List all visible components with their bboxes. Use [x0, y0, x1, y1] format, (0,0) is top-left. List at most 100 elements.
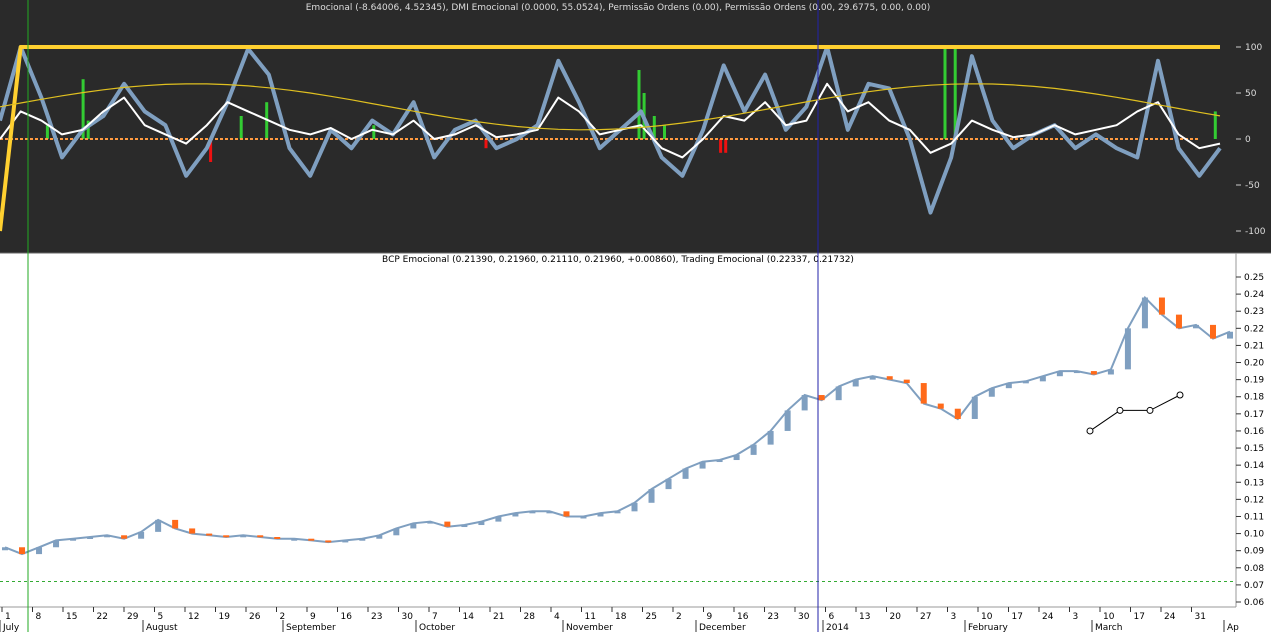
day-label: 17: [1012, 612, 1023, 622]
trading-point: [1176, 391, 1184, 399]
indicator-series-line: [0, 82, 1221, 159]
day-label: 3: [951, 612, 957, 622]
day-label: 6: [829, 612, 835, 622]
price-marks: [0, 295, 1236, 582]
price-candle: [750, 444, 757, 455]
day-label: 23: [371, 612, 382, 622]
price-candle: [937, 403, 944, 409]
day-label: 30: [402, 612, 414, 622]
price-candle: [869, 376, 876, 380]
day-label: 16: [341, 612, 353, 622]
price-candle: [1039, 376, 1046, 382]
indicator-axis-bg: [1236, 0, 1271, 253]
price-candle: [835, 386, 842, 401]
price-candle: [87, 537, 94, 539]
price-candle: [886, 376, 893, 380]
price-candle: [121, 535, 128, 539]
price-candle: [614, 511, 621, 514]
day-label: 9: [707, 612, 713, 622]
indicator-bar: [45, 125, 49, 139]
price-candle: [223, 535, 230, 538]
price-y-axis: 0.25 0.24 0.23 0.22 0.21 0.20 0.19 0.18 0.17 0.16…: [1236, 273, 1264, 608]
indicator-bar: [724, 139, 728, 153]
price-tick-label: 0.14: [1244, 461, 1264, 471]
indicator-bar: [943, 47, 947, 139]
indicator-bar: [209, 139, 213, 162]
price-candle: [1090, 371, 1097, 375]
day-label: 8: [36, 612, 42, 622]
price-candle: [801, 395, 808, 411]
price-candle: [342, 540, 349, 543]
day-label: 9: [310, 612, 316, 622]
price-candle: [461, 525, 468, 528]
price-tick-label: 0.11: [1244, 512, 1264, 522]
price-candle: [274, 537, 281, 539]
price-tick-label: 0.20: [1244, 359, 1264, 369]
price-tick-label: 0.19: [1244, 376, 1264, 386]
price-line: [4, 295, 1231, 556]
price-tick-label: 0.15: [1244, 444, 1264, 454]
price-candle: [325, 540, 332, 543]
price-candle: [393, 528, 400, 536]
price-candle: [954, 408, 961, 419]
price-candle: [563, 511, 570, 517]
day-label: 23: [768, 612, 779, 622]
trading-point: [1086, 427, 1094, 435]
price-candle: [818, 395, 825, 401]
price-candle: [427, 521, 434, 524]
price-candle: [1192, 324, 1199, 329]
price-candle: [852, 379, 859, 387]
price-candle: [648, 489, 655, 503]
indicator-lines: [0, 45, 1222, 232]
indicator-series-line: [0, 45, 1222, 215]
day-label: 4: [554, 612, 560, 622]
indicator-bar: [484, 139, 488, 149]
day-label: 21: [493, 612, 504, 622]
day-label: 24: [1164, 612, 1176, 622]
price-candle: [903, 379, 910, 384]
indicator-y-axis: 100 50 0 -50 -100: [1236, 43, 1266, 237]
price-candle: [495, 516, 502, 522]
price-candle: [1209, 324, 1216, 339]
price-candle: [1107, 369, 1114, 375]
day-label: 16: [737, 612, 749, 622]
month-label: July: [2, 623, 20, 632]
day-label: 3: [1073, 612, 1079, 622]
price-candle: [359, 538, 366, 541]
price-tick-label: 0.07: [1244, 581, 1264, 591]
time-axis: 1 8 15 22 29 5 12 19 26 2 9 16 23 30 7 14 21 28 4 11 18 25 2 9 1…: [0, 607, 1239, 633]
day-label: 29: [127, 612, 139, 622]
day-label: 26: [249, 612, 261, 622]
price-candle: [512, 513, 519, 517]
price-candle: [19, 547, 26, 555]
price-candle: [70, 538, 77, 541]
indicator-bar: [372, 125, 376, 139]
trading-point: [1146, 406, 1154, 414]
price-candle: [2, 547, 8, 551]
month-label: 2014: [826, 623, 849, 632]
price-tick-label: 0.21: [1244, 341, 1264, 351]
price-candle: [733, 454, 740, 461]
month-label: September: [286, 623, 336, 632]
trading-point: [1116, 406, 1124, 414]
price-tick-label: 0.22: [1244, 324, 1264, 334]
indicator-bar: [1213, 111, 1217, 139]
price-title: BCP Emocional (0.21390, 0.21960, 0.21110…: [382, 255, 854, 265]
indicator-bar: [719, 139, 723, 153]
price-tick-label: 0.12: [1244, 495, 1264, 505]
price-candle: [172, 519, 179, 529]
price-candle: [308, 538, 315, 541]
indicator-tick-label: 50: [1245, 89, 1257, 99]
price-candle: [291, 538, 298, 541]
price-candle: [1022, 381, 1029, 384]
price-candle: [699, 461, 706, 469]
price-candle: [920, 383, 927, 404]
price-candle: [206, 533, 213, 536]
price-candle: [631, 502, 638, 512]
price-candle: [36, 547, 43, 555]
price-candle: [240, 535, 247, 538]
month-label: February: [968, 623, 1009, 632]
price-candle: [189, 528, 196, 534]
trading-line: [1089, 394, 1181, 432]
